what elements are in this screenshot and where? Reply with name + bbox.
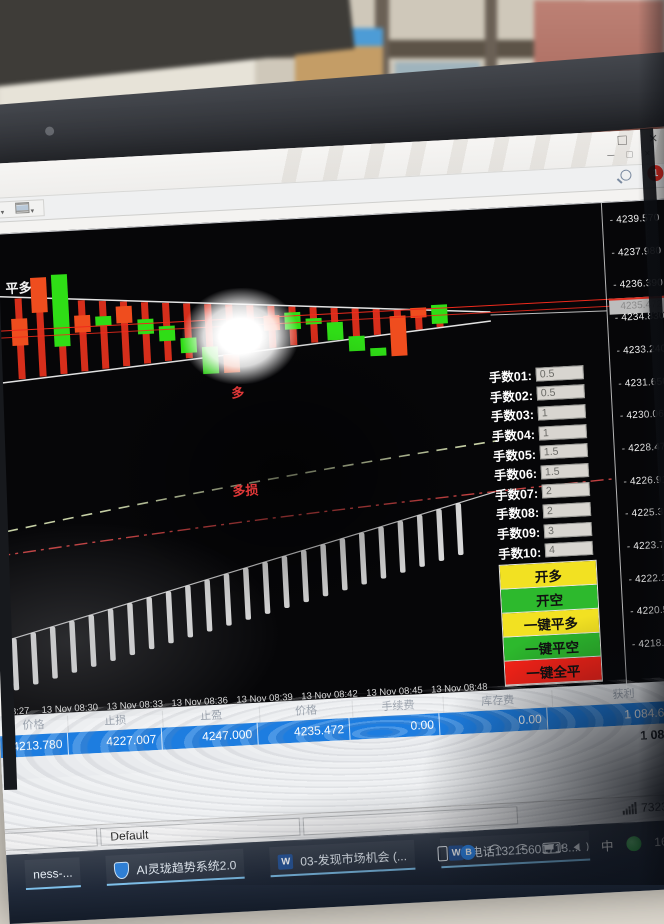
price-axis-label: 4223.730: [627, 539, 664, 553]
ime-language-icon[interactable]: 中: [600, 838, 614, 854]
lot-input[interactable]: 2: [541, 482, 591, 499]
trade-buttons: 开多 开空 一键平多 一键平空 一键全平: [498, 559, 603, 687]
time-axis-label: 13 Nov 08:30: [41, 702, 99, 716]
price-axis-label: 4218.990: [632, 637, 664, 651]
webcam-icon: [44, 126, 55, 136]
connection-status: 7323/13 kb: [622, 798, 664, 816]
position-cell: 0.00: [349, 713, 441, 740]
wifi-icon[interactable]: [515, 843, 531, 855]
volume-icon[interactable]: [574, 840, 589, 853]
taskbar-item-label: ness-...: [32, 865, 73, 882]
lot-input[interactable]: 1.5: [539, 443, 589, 460]
trading-app-window: □ × ─ □ × ▼ ▼ 1 平多 多 多损 4235.472 4239.57…: [0, 126, 664, 924]
price-axis-label: 4220.580: [630, 604, 664, 618]
lot-label: 手数07:: [494, 486, 539, 503]
lot-label: 手数02:: [489, 388, 534, 405]
label-long-signal: 多: [230, 384, 245, 401]
lot-label: 手数08:: [495, 506, 540, 523]
lot-input[interactable]: 1: [537, 404, 587, 421]
satellite-icon[interactable]: [486, 841, 504, 859]
lot-label: 手数03:: [490, 408, 535, 425]
status-segment: [5, 828, 98, 852]
green-app-icon[interactable]: [625, 835, 642, 852]
shield-icon: [114, 861, 130, 879]
lot-label: 手数09:: [496, 525, 541, 542]
restore-window-icon[interactable]: □: [617, 131, 628, 150]
time-axis-label: 13 Nov 08:48: [430, 681, 488, 696]
lot-panel: 手数01: 0.5 手数02: 0.5 手数03: 1 手数04: 1 手数05: 1.5 手数06…: [488, 361, 616, 563]
chevron-down-icon: ▼: [29, 208, 36, 215]
lot-input[interactable]: 0.5: [535, 364, 585, 382]
word-doc-icon: W: [277, 853, 294, 870]
chart-type-dropdown[interactable]: ▼: [0, 201, 6, 220]
chevron-down-icon: ▼: [0, 209, 6, 217]
lot-label: 手数04:: [491, 427, 536, 445]
lot-input[interactable]: 1.5: [540, 462, 590, 480]
label-long-stop: 多损: [232, 482, 259, 499]
traffic-text: 7323/13 kb: [640, 798, 664, 815]
taskbar-item-label: AI灵珑趋势系统2.0: [136, 857, 237, 877]
trade-button[interactable]: 一键全平: [504, 656, 602, 686]
lot-input[interactable]: 3: [543, 521, 593, 538]
lot-label: 手数01:: [488, 369, 533, 386]
taskbar-item[interactable]: W 03-发现市场机会 (...: [269, 839, 416, 878]
taskbar-clock[interactable]: 16:50: [653, 833, 664, 850]
lot-input[interactable]: 0.5: [536, 384, 586, 402]
chart-grid-icon: [14, 201, 30, 214]
minimize-child-icon[interactable]: ─: [607, 150, 615, 162]
taskbar-item-label: 03-发现市场机会 (...: [299, 848, 408, 869]
usb-device-icon[interactable]: [437, 845, 449, 861]
indicator-dropdown[interactable]: ▼: [14, 199, 36, 218]
time-axis-label: 13 Nov 08:42: [301, 688, 359, 703]
chart-window[interactable]: 平多 多 多损 4235.472 4239.5704237.9804236.39…: [0, 198, 664, 724]
taskbar-item[interactable]: ness-...: [24, 857, 82, 891]
label-open-long: 平多: [5, 279, 32, 297]
lot-label: 手数05:: [492, 447, 537, 464]
time-axis-label: 13 Nov 08:36: [171, 695, 229, 710]
lot-label: 手数10:: [497, 545, 542, 562]
price-axis-label: 4222.140: [628, 572, 664, 586]
taskbar-item[interactable]: AI灵珑趋势系统2.0: [105, 848, 246, 886]
lot-input[interactable]: 4: [544, 541, 594, 558]
time-axis-label: 13 Nov 08:33: [106, 698, 164, 713]
time-axis-label: 13 Nov 08:39: [236, 691, 294, 706]
bluetooth-icon[interactable]: B: [460, 843, 477, 860]
lot-label: 手数06:: [493, 467, 538, 484]
price-axis-label: 4225.320: [625, 506, 664, 520]
signal-bars-icon: [622, 802, 637, 815]
time-axis-label: 13 Nov 08:45: [365, 685, 423, 699]
maximize-child-icon[interactable]: □: [626, 149, 633, 161]
lot-input[interactable]: 2: [542, 501, 592, 519]
battery-icon[interactable]: [542, 841, 562, 854]
search-icon[interactable]: [620, 168, 632, 181]
lot-input[interactable]: 1: [538, 423, 588, 441]
toolbar-group: ▼ ▼: [0, 199, 45, 220]
